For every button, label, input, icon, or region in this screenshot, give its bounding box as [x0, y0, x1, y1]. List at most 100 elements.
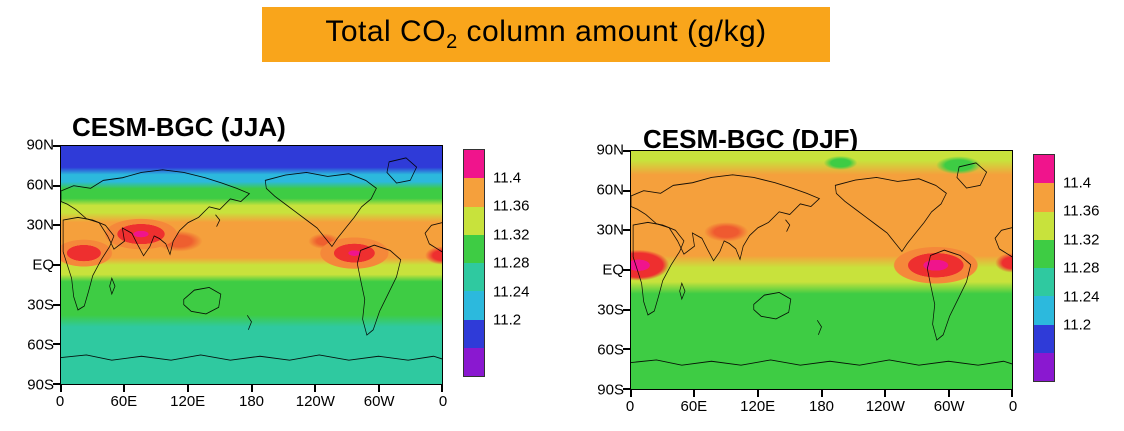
colorbar-jja — [463, 149, 485, 377]
colorbar-level-label: 11.36 — [493, 197, 530, 215]
colorbar-segment — [1034, 324, 1054, 353]
colorbar-labels-jja: 11.4 11.36 11.32 11.28 11.24 11.2 — [493, 149, 548, 377]
lon-tick-label: 60W — [933, 398, 965, 415]
colorbar-level-label: 11.32 — [493, 226, 530, 243]
lon-tick-label: 0 — [625, 398, 635, 415]
colorbar-segment — [464, 319, 484, 348]
lat-tick-label: 90N — [596, 141, 624, 159]
colorbar-segment — [464, 347, 484, 376]
colorbar-labels-djf: 11.4 11.36 11.32 11.28 11.24 11.2 — [1063, 154, 1118, 382]
colorbar-level-label: 11.24 — [1063, 288, 1100, 305]
colorbar-segment — [1034, 268, 1054, 297]
lon-tick-mark — [123, 385, 126, 392]
colorbar-level-label: 11.2 — [1063, 316, 1092, 334]
colorbar-segment — [1034, 211, 1054, 240]
panel-title-jja: CESM-BGC (JJA) — [72, 111, 286, 142]
colorbar-segment — [1034, 183, 1054, 212]
lon-tick-mark — [377, 385, 380, 392]
lon-tick-label: 120E — [740, 398, 776, 415]
coastlines — [61, 157, 442, 361]
figure-title-subscript: 2 — [446, 31, 458, 53]
coastlines — [631, 162, 1012, 366]
lat-tick-label: 60S — [27, 336, 54, 354]
plot-area-djf: 90N 60N 30N EQ 30S 60S 90S 0 60E 120E 180 120W 60W 0… — [580, 142, 1124, 430]
lon-tick-mark — [1011, 390, 1013, 397]
lat-tick-label: 30N — [596, 221, 624, 239]
lat-tick-label: 90S — [27, 376, 54, 394]
lon-tick-mark — [756, 390, 759, 397]
colorbar-segment — [1034, 155, 1054, 184]
colorbar-segment — [464, 150, 484, 179]
lat-tick-label: 30S — [597, 301, 624, 319]
lon-tick-label: 60W — [363, 393, 395, 410]
lat-tick-label: 60S — [597, 341, 624, 359]
lon-tick-mark — [883, 390, 886, 397]
colorbar-level-label: 11.36 — [1063, 202, 1100, 220]
lat-tick-label: 60N — [596, 181, 624, 199]
plot-area-jja: 90N 60N 30N EQ 30S 60S 90S — [10, 137, 555, 425]
lon-tick-label: 60E — [110, 393, 138, 410]
colorbar-level-label: 11.28 — [493, 254, 530, 272]
colorbar-level-label: 11.32 — [1063, 231, 1100, 248]
colorbar-segment — [1034, 352, 1054, 381]
lat-tick-mark — [623, 388, 630, 390]
figure-title-post: column amount (g/kg) — [457, 15, 767, 48]
colorbar-level-label: 11.2 — [493, 311, 522, 329]
lon-tick-label: 0 — [1008, 398, 1018, 415]
lon-tick-label: 0 — [55, 393, 65, 410]
lon-tick-mark — [60, 385, 62, 392]
lon-tick-label: 120E — [170, 393, 206, 410]
lon-tick-label: 180 — [808, 398, 835, 415]
colorbar-segment — [464, 263, 484, 292]
lat-tick-label: 30N — [26, 216, 54, 234]
lon-tick-mark — [441, 385, 443, 392]
lat-tick-mark — [623, 269, 630, 271]
lat-tick-label: 90N — [26, 136, 54, 154]
lon-tick-label: 120W — [295, 393, 335, 410]
lat-tick-mark — [623, 150, 630, 152]
colorbar-segment — [1034, 296, 1054, 325]
colorbar-level-label: 11.4 — [493, 169, 522, 186]
lat-tick-mark — [53, 145, 60, 147]
lat-tick-mark — [53, 184, 60, 187]
map-djf — [623, 150, 1013, 397]
lon-axis-djf: 0 60E 120E 180 120W 60W 0 — [626, 396, 1017, 416]
figure-title-text: Total CO2 column amount (g/kg) — [325, 15, 766, 54]
lat-tick-mark — [623, 189, 630, 192]
lon-tick-mark — [186, 385, 189, 392]
figure-title-banner: Total CO2 column amount (g/kg) — [262, 7, 830, 62]
lon-tick-label: 0 — [438, 393, 448, 410]
lon-tick-label: 180 — [238, 393, 265, 410]
colorbar-djf — [1033, 154, 1055, 382]
lat-tick-label: EQ — [602, 261, 624, 279]
lon-tick-mark — [947, 390, 950, 397]
colorbar-segment — [464, 291, 484, 320]
panel-jja: CESM-BGC (JJA) 90N 60N 30N EQ 30S 60S 90S — [0, 90, 555, 425]
lon-tick-mark — [630, 390, 632, 397]
colorbar-segment — [464, 178, 484, 207]
colorbar-level-label: 11.28 — [1063, 259, 1100, 277]
lat-tick-mark — [53, 224, 60, 227]
lat-tick-mark — [53, 383, 60, 385]
lon-tick-mark — [693, 390, 696, 397]
lat-tick-mark — [623, 308, 630, 311]
lon-tick-mark — [820, 390, 823, 397]
lat-tick-mark — [53, 343, 60, 346]
lon-tick-mark — [250, 385, 253, 392]
lat-tick-label: 60N — [26, 176, 54, 194]
lon-axis-jja: 0 60E 120E 180 120W 60W 0 — [56, 391, 447, 411]
lat-tick-mark — [623, 348, 630, 351]
figure-title-pre: Total CO — [325, 15, 447, 48]
panel-title-djf: CESM-BGC (DJF) — [643, 123, 859, 154]
lat-tick-mark — [53, 264, 60, 266]
panel-djf: CESM-BGC (DJF) 90N 60N 30N EQ 30S 60S 90S 0 60E… — [565, 90, 1120, 425]
lat-axis-jja: 90N 60N 30N EQ 30S 60S 90S — [10, 137, 54, 394]
map-jja — [53, 145, 443, 392]
lat-tick-label: EQ — [32, 256, 54, 274]
lon-tick-mark — [313, 385, 316, 392]
lon-tick-label: 120W — [865, 398, 905, 415]
colorbar-level-label: 11.4 — [1063, 174, 1092, 191]
colorbar-segment — [464, 234, 484, 263]
colorbar-segment — [464, 206, 484, 235]
